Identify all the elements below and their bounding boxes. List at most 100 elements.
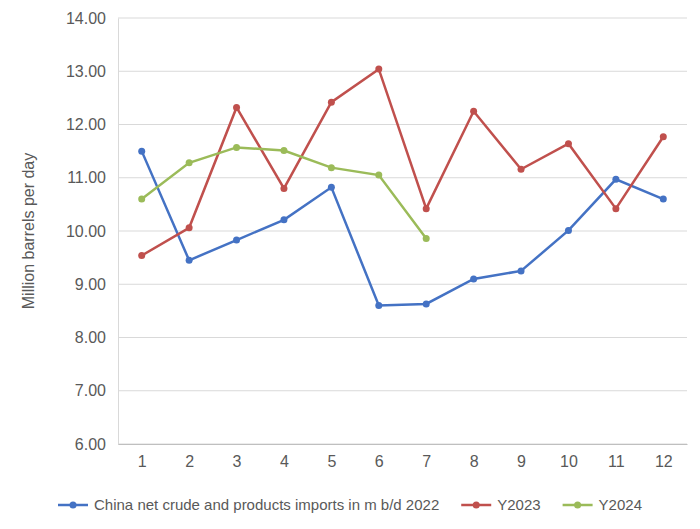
series-line — [142, 147, 427, 238]
grid-line — [118, 337, 687, 338]
series-marker — [138, 148, 145, 155]
series-marker — [423, 205, 430, 212]
series-marker — [565, 227, 572, 234]
grid-line — [118, 71, 687, 72]
series-marker — [612, 205, 619, 212]
x-tick-label: 9 — [517, 453, 526, 470]
legend-item: Y2024 — [563, 496, 642, 513]
series-marker — [328, 99, 335, 106]
series-marker — [233, 144, 240, 151]
legend-label: Y2024 — [599, 496, 642, 513]
x-axis-line — [119, 444, 688, 445]
y-tick-label: 9.00 — [75, 276, 106, 293]
series-marker — [233, 104, 240, 111]
series-marker — [186, 257, 193, 264]
legend-marker — [574, 502, 581, 509]
series-marker — [138, 252, 145, 259]
x-tick-label: 7 — [422, 453, 431, 470]
grid — [118, 18, 687, 444]
series-marker — [186, 224, 193, 231]
y-tick: 14.00 — [66, 10, 118, 27]
y-tick: 10.00 — [66, 223, 118, 240]
y-tick-label: 6.00 — [75, 436, 106, 453]
x-tick-label: 3 — [233, 453, 242, 470]
x-tick: 8 — [470, 444, 479, 470]
series-marker — [660, 196, 667, 203]
y-tick-label: 10.00 — [66, 223, 106, 240]
series-marker — [612, 176, 619, 183]
series-marker — [138, 196, 145, 203]
x-tick-label: 6 — [375, 453, 384, 470]
y-tick: 13.00 — [66, 63, 118, 80]
legend-label: Y2023 — [497, 496, 540, 513]
y-axis-title: Million barrels per day — [20, 153, 37, 310]
y-tick: 11.00 — [67, 169, 118, 186]
grid-line — [118, 231, 687, 232]
x-tick-label: 10 — [560, 453, 578, 470]
x-tick: 10 — [560, 444, 578, 470]
y-tick: 7.00 — [75, 382, 118, 399]
grid-line — [118, 124, 687, 125]
legend-marker — [473, 502, 480, 509]
series-marker — [518, 166, 525, 173]
series-marker — [565, 140, 572, 147]
series-marker — [186, 159, 193, 166]
y-tick: 6.00 — [75, 436, 118, 453]
series-marker — [375, 302, 382, 309]
series-marker — [280, 185, 287, 192]
y-axis: 6.00 7.00 8.00 9.00 10.00 11.00 12.00 13.00 14.0… — [66, 10, 119, 453]
x-tick: 1 — [138, 444, 147, 470]
series-marker — [423, 300, 430, 307]
legend-item: Y2023 — [461, 496, 540, 513]
x-tick-label: 5 — [327, 453, 336, 470]
x-tick: 3 — [233, 444, 242, 470]
x-tick: 2 — [185, 444, 194, 470]
x-tick: 6 — [375, 444, 384, 470]
series-marker — [375, 172, 382, 179]
series-marker — [280, 216, 287, 223]
x-tick: 11 — [608, 444, 625, 470]
y-tick-label: 14.00 — [66, 10, 106, 27]
y-tick-label: 12.00 — [66, 116, 106, 133]
series-marker — [518, 267, 525, 274]
grid-line — [118, 444, 687, 445]
y-tick-label: 8.00 — [75, 329, 106, 346]
x-tick: 7 — [422, 444, 431, 470]
plot-area — [138, 66, 667, 309]
grid-line — [118, 18, 687, 19]
legend-item: China net crude and products imports in … — [58, 496, 439, 513]
grid-line — [118, 177, 687, 178]
series-line — [142, 69, 664, 255]
legend-marker — [70, 502, 77, 509]
y-tick-label: 13.00 — [66, 63, 106, 80]
y-tick: 8.00 — [75, 329, 118, 346]
series-marker — [233, 237, 240, 244]
x-axis: 123456789101112 — [119, 444, 688, 470]
grid-line — [118, 390, 687, 391]
x-tick: 4 — [280, 444, 289, 470]
chart: 6.00 7.00 8.00 9.00 10.00 11.00 12.00 13.00 14.0… — [0, 0, 700, 529]
x-tick: 5 — [327, 444, 336, 470]
y-tick: 9.00 — [75, 276, 118, 293]
x-tick-label: 4 — [280, 453, 289, 470]
grid-line — [118, 284, 687, 285]
x-tick: 9 — [517, 444, 526, 470]
series-marker — [660, 133, 667, 140]
x-tick-label: 11 — [608, 453, 625, 470]
series-marker — [328, 184, 335, 191]
y-tick: 12.00 — [66, 116, 118, 133]
x-tick-label: 2 — [185, 453, 194, 470]
series-marker — [280, 147, 287, 154]
series-marker — [375, 66, 382, 73]
series-marker — [470, 275, 477, 282]
series-line — [142, 151, 664, 305]
legend-label: China net crude and products imports in … — [94, 496, 439, 513]
y-tick-label: 7.00 — [75, 382, 106, 399]
x-tick-label: 8 — [470, 453, 479, 470]
x-tick-label: 1 — [138, 453, 147, 470]
legend: China net crude and products imports in … — [58, 496, 642, 513]
x-tick: 12 — [655, 444, 673, 470]
y-axis-line — [118, 19, 119, 445]
series-marker — [423, 235, 430, 242]
series-marker — [470, 108, 477, 115]
